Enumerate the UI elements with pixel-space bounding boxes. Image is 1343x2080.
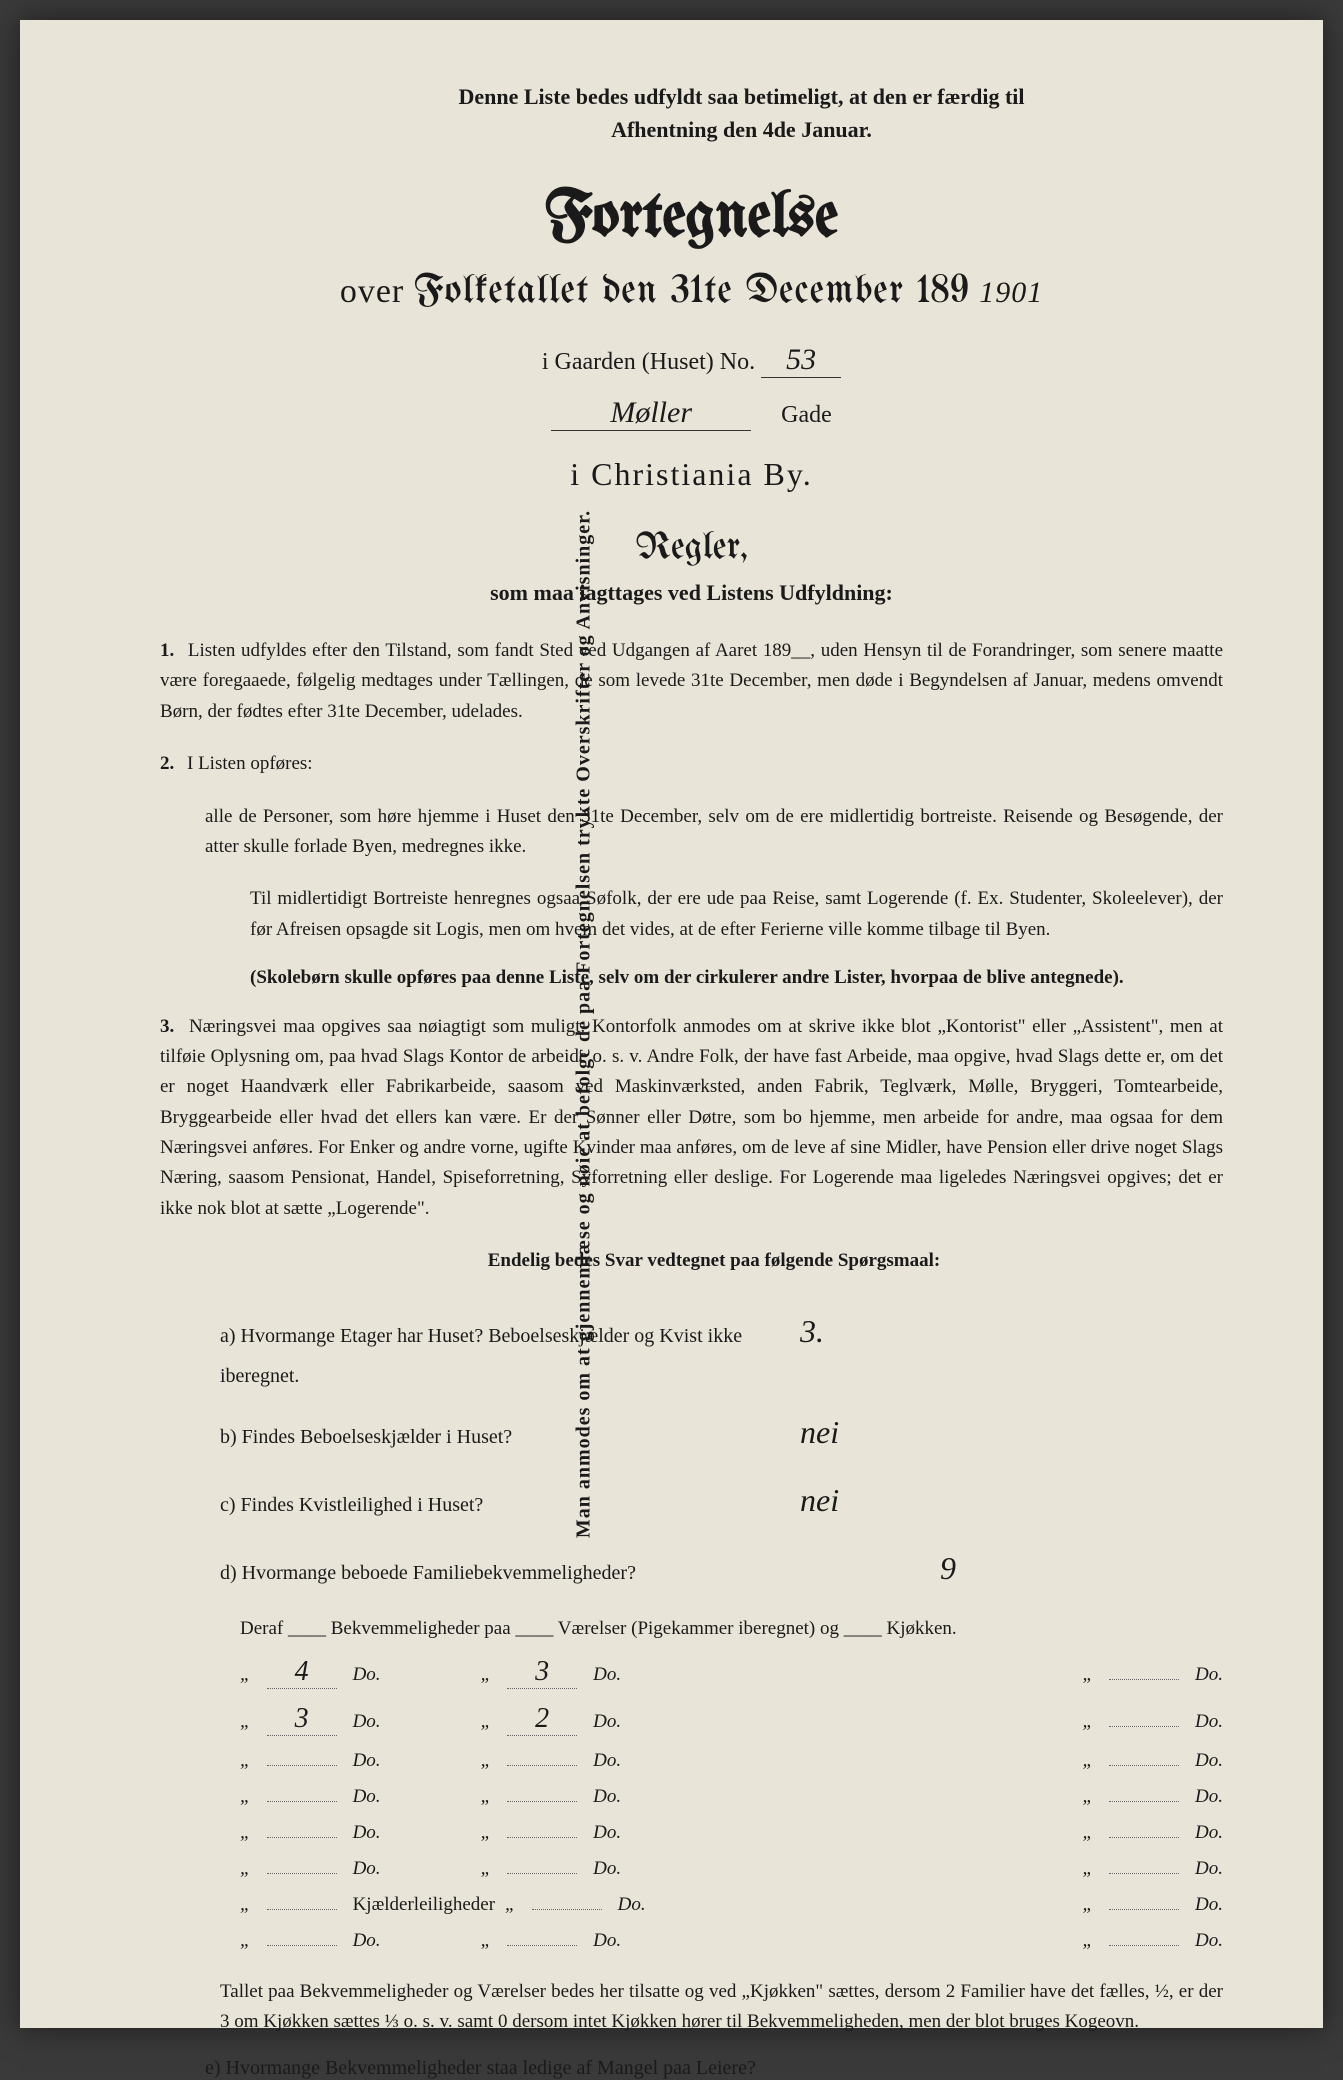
cell-kjokken [1109,1765,1179,1766]
question-c: c) Findes Kvistleilighed i Huset? nei [220,1468,1223,1532]
questions-intro: Endelig bedes Svar vedtegnet paa følgend… [205,1246,1223,1276]
top-note-line2: Afhentning den 4de Januar. [611,117,872,142]
question-c-label: c) Findes Kvistleilighed i Huset? [220,1485,760,1525]
cell-kjokken [1109,1801,1179,1802]
table-row: „4Do.„3Do.„Do. [240,1656,1223,1689]
rule-2b: Til midlertidigt Bortreiste henregnes og… [250,884,1223,945]
table-footnote: Tallet paa Bekvemmeligheder og Værelser … [220,1977,1223,2038]
rule-3-text: Næringsvei maa opgives saa nøiagtigt som… [160,1016,1223,1219]
question-b-label: b) Findes Beboelseskjælder i Huset? [220,1417,760,1457]
document-page: Man anmodes om at gjennemlæse og nøie at… [20,20,1323,2028]
subtitle-main: Folketallet den 31te December 189 [414,272,970,313]
rule-2-num: 2. [160,753,174,774]
cell-vaer [507,1765,577,1766]
kjaelder-label: Kjælderleiligheder [353,1894,495,1916]
gaarden-label: i Gaarden (Huset) No. [542,349,755,375]
cell-kjokken [1109,1679,1179,1680]
question-b-answer: nei [800,1400,839,1464]
year-handwritten: 1901 [979,276,1043,309]
rule-1: 1. Listen udfyldes efter den Tilstand, s… [160,636,1223,727]
street-line: Møller Gade [160,396,1223,431]
dwelling-table: Deraf ____ Bekvemmeligheder paa ____ Vær… [240,1618,1223,1952]
question-a: a) Hvormange Etager har Huset? Beboelses… [220,1299,1223,1396]
top-note-line1: Denne Liste bedes udfyldt saa betimeligt… [458,84,1024,109]
table-row: „Do.„Do.„Do. [240,1786,1223,1808]
table-row-last: „ Do. „ Do. „ Do. [240,1930,1223,1952]
house-number-line: i Gaarden (Huset) No. 53 [160,343,1223,378]
rule-3-num: 3. [160,1016,174,1037]
rule-3: 3. Næringsvei maa opgives saa nøiagtigt … [160,1012,1223,1225]
question-d-label: d) Hvormange beboede Familiebekvemmeligh… [220,1553,760,1593]
question-a-answer: 3. [800,1299,824,1363]
cell-vaer [507,1801,577,1802]
rule-2: 2. I Listen opføres: [160,749,1223,779]
cell-bekv: 3 [267,1703,337,1736]
cell-kjokken [1109,1873,1179,1874]
question-d-answer: 9 [940,1536,956,1600]
document-subtitle: over Folketallet den 31te December 189 1… [160,272,1223,313]
question-e: e) Hvormange Bekvemmeligheder staa ledig… [205,2057,1223,2080]
street-suffix: Gade [781,402,832,428]
table-header: Deraf ____ Bekvemmeligheder paa ____ Vær… [240,1618,1223,1640]
cell-bekv: 4 [267,1656,337,1689]
cell-vaer: 2 [507,1703,577,1736]
margin-vertical-note: Man anmodes om at gjennemlæse og nøie at… [573,510,596,1538]
cell-bekv [267,1873,337,1874]
cell-bekv [267,1765,337,1766]
rule-2-head: I Listen opføres: [187,753,313,774]
cell-kjokken [1109,1837,1179,1838]
rule-1-text: Listen udfyldes efter den Tilstand, som … [160,640,1223,722]
question-b: b) Findes Beboelseskjælder i Huset? nei [220,1400,1223,1464]
cell-vaer [507,1837,577,1838]
question-c-answer: nei [800,1468,839,1532]
cell-bekv [267,1837,337,1838]
questions-block: a) Hvormange Etager har Huset? Beboelses… [220,1299,1223,1600]
city-line: i Christiania By. [160,456,1223,493]
question-a-label: a) Hvormange Etager har Huset? Beboelses… [220,1316,760,1396]
rule-2-note: (Skolebørn skulle opføres paa denne List… [250,963,1223,993]
rules-title: Regler, [160,528,1223,568]
table-row: „3Do.„2Do.„Do. [240,1703,1223,1736]
document-title: Fortegnelse [160,186,1223,252]
table-row: „Do.„Do.„Do. [240,1750,1223,1772]
question-d: d) Hvormange beboede Familiebekvemmeligh… [220,1536,1223,1600]
table-row-kjaelder: „ Kjælderleiligheder „ Do. „ Do. [240,1894,1223,1916]
table-row: „Do.„Do.„Do. [240,1858,1223,1880]
street-name-value: Møller [551,396,751,431]
subtitle-prefix: over [340,273,404,310]
cell-bekv [267,1801,337,1802]
table-row: „Do.„Do.„Do. [240,1822,1223,1844]
top-instruction: Denne Liste bedes udfyldt saa betimeligt… [260,80,1223,146]
cell-kjokken [1109,1726,1179,1727]
cell-vaer: 3 [507,1656,577,1689]
house-number-value: 53 [761,343,841,378]
rules-subtitle: som maa iagttages ved Listens Udfyldning… [160,580,1223,606]
rule-1-num: 1. [160,640,174,661]
rule-2a: alle de Personer, som høre hjemme i Huse… [205,802,1223,863]
cell-vaer [507,1873,577,1874]
